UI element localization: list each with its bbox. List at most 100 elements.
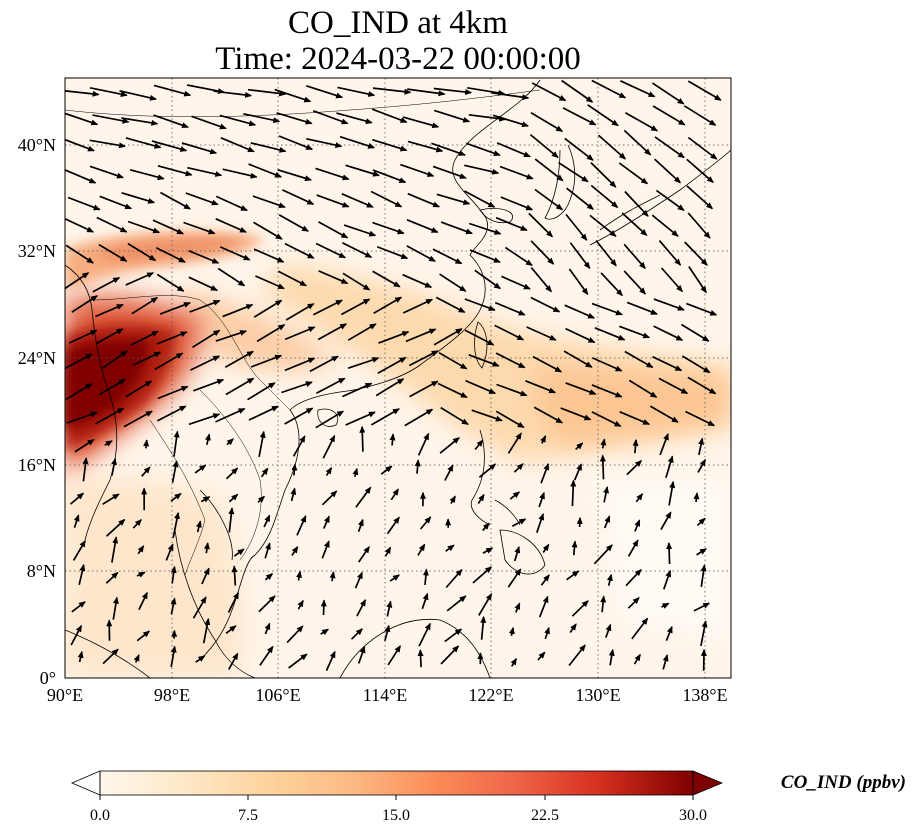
wind-arrow <box>414 459 421 474</box>
wind-arrow <box>418 622 431 647</box>
y-tick-label: 24°N <box>18 348 56 368</box>
wind-arrow <box>68 329 98 344</box>
wind-arrow <box>296 515 307 536</box>
wind-arrow <box>686 185 714 210</box>
wind-arrow <box>605 623 612 638</box>
laos-vietnam-border <box>199 389 262 561</box>
wind-arrow <box>219 114 257 127</box>
wind-arrow <box>626 460 643 476</box>
wind-arrow <box>102 648 119 665</box>
bay-of-bengal-coast <box>65 264 118 541</box>
wind-arrow <box>417 649 424 668</box>
colorbar-tick-label: 22.5 <box>531 807 559 824</box>
wind-arrow <box>471 409 503 422</box>
wind-arrow <box>98 243 128 262</box>
wind-arrow <box>315 167 350 181</box>
wind-arrow <box>628 379 658 398</box>
wind-arrow <box>296 570 302 581</box>
wind-arrow <box>292 435 306 457</box>
wind-arrow <box>260 467 269 478</box>
wind-arrow <box>406 219 439 233</box>
wind-arrow <box>623 243 646 270</box>
wind-arrow <box>482 547 494 554</box>
wind-arrow <box>544 626 550 640</box>
wind-arrow <box>71 295 98 313</box>
gridlines <box>65 78 731 678</box>
wind-arrow <box>372 169 407 184</box>
wind-arrow <box>243 112 281 124</box>
wind-arrow <box>528 212 554 238</box>
wind-arrow <box>621 212 648 236</box>
wind-arrow <box>422 568 429 585</box>
wind-arrow <box>666 542 673 565</box>
wind-arrow <box>513 463 524 473</box>
wind-arrow <box>652 355 683 372</box>
wind-arrow <box>284 326 316 341</box>
wind-arrow <box>195 655 206 663</box>
plot-title-line-1: CO_IND at 4km <box>288 5 508 41</box>
sumatra-coastline <box>65 629 151 678</box>
wind-arrow <box>444 628 463 643</box>
wind-arrow <box>193 378 225 392</box>
wind-arrow <box>597 134 627 160</box>
wind-arrow <box>407 140 444 153</box>
wind-arrow <box>359 425 366 452</box>
wind-arrow <box>89 139 126 149</box>
wind-arrow <box>653 298 685 311</box>
wind-arrow <box>125 272 155 286</box>
wind-arrow <box>215 330 248 342</box>
wind-arrow <box>297 599 304 610</box>
taiwan-coastline <box>474 321 488 369</box>
wind-arrow <box>95 407 125 425</box>
wind-arrow <box>315 410 345 429</box>
wind-arrow <box>357 518 364 532</box>
wind-arrow <box>77 650 84 663</box>
wind-arrow <box>65 138 95 152</box>
wind-arrow <box>654 136 685 159</box>
wind-arrow <box>417 432 430 456</box>
wind-arrow <box>558 161 589 183</box>
wind-arrow <box>70 624 83 646</box>
wind-arrow <box>402 116 440 129</box>
wind-arrow <box>342 242 373 258</box>
wind-arrow <box>668 480 676 506</box>
wind-arrow <box>620 80 656 98</box>
wind-arrow <box>325 466 333 477</box>
wind-arrow <box>514 602 521 613</box>
wind-arrow <box>465 142 501 157</box>
wind-arrow <box>264 622 271 635</box>
wind-arrow <box>635 493 644 503</box>
wind-arrow <box>530 267 552 293</box>
wind-arrow <box>624 112 659 132</box>
wind-arrow <box>322 434 336 459</box>
wind-arrow <box>248 163 283 178</box>
wind-arrow <box>355 486 372 508</box>
wind-arrow <box>291 463 298 476</box>
wind-arrow <box>72 539 86 561</box>
wind-arrow <box>419 516 432 530</box>
wind-arrow <box>201 567 210 585</box>
wind-arrow <box>99 195 133 210</box>
wind-arrow <box>599 454 606 480</box>
wind-arrow <box>250 142 287 153</box>
wind-arrow <box>159 191 191 210</box>
y-tick-label: 16°N <box>18 455 56 475</box>
wind-arrow <box>652 82 685 105</box>
x-tick-label: 114°E <box>363 685 408 705</box>
shandong-peninsula <box>479 207 513 224</box>
wind-arrow <box>595 239 617 267</box>
wind-arrow <box>215 407 246 423</box>
wind-arrow <box>619 411 651 425</box>
wind-arrow <box>501 275 531 290</box>
wind-arrow <box>623 129 652 156</box>
wind-arrow <box>627 539 639 557</box>
wind-arrow <box>188 413 221 426</box>
wind-arrow <box>350 628 363 640</box>
wind-arrow <box>172 511 180 538</box>
wind-arrow <box>155 246 186 263</box>
wind-arrow <box>529 133 559 159</box>
wind-arrow <box>347 357 380 370</box>
wind-arrow <box>253 221 283 240</box>
wind-arrow <box>564 137 594 161</box>
